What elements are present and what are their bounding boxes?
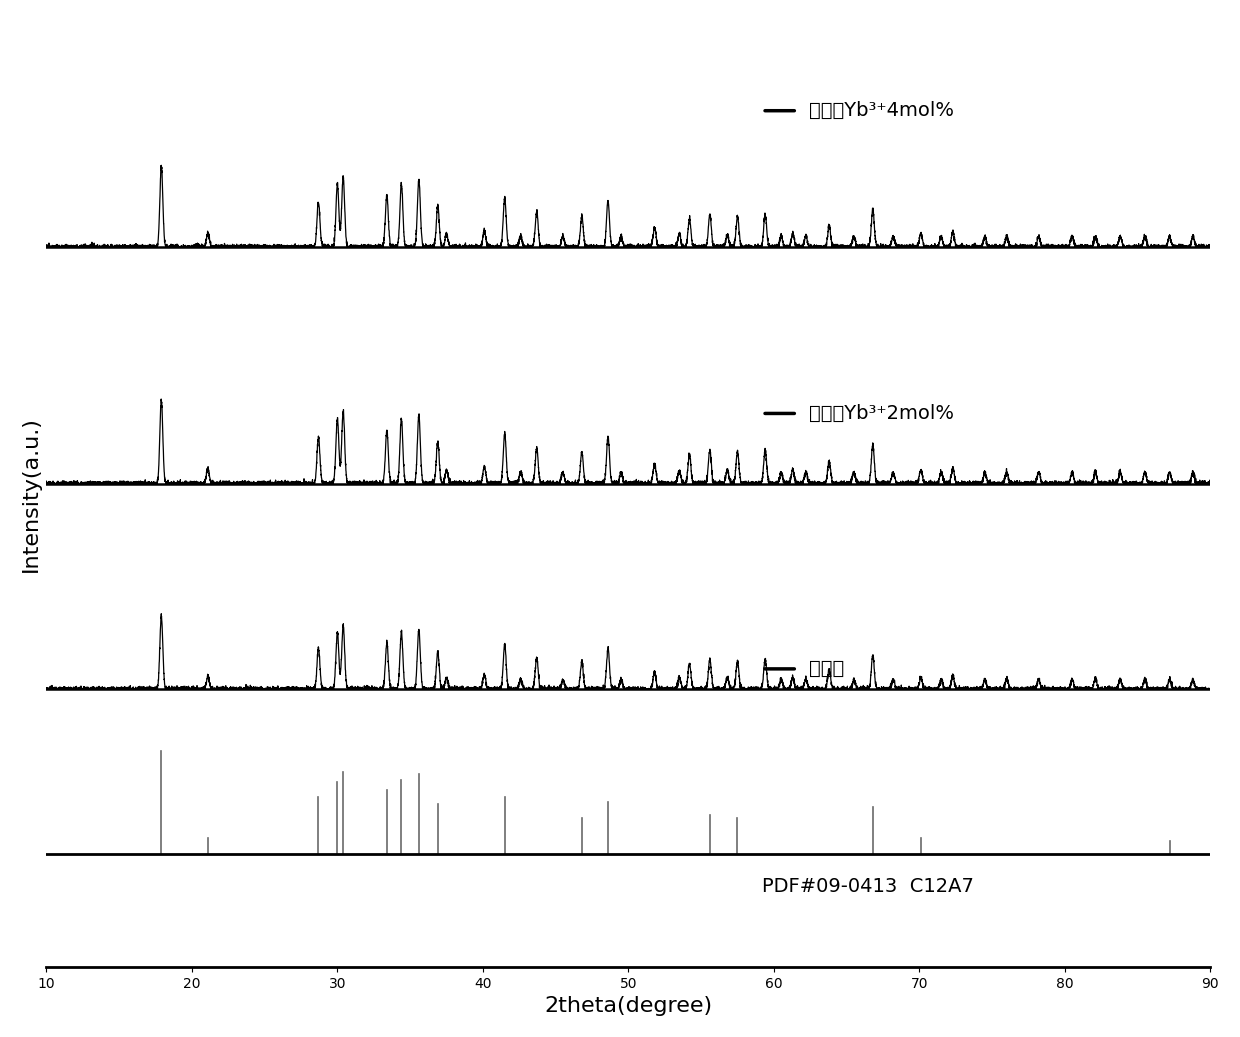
Text: 未包覆: 未包覆 (808, 660, 844, 678)
Text: 壳掛杂Yb³⁺4mol%: 壳掛杂Yb³⁺4mol% (808, 102, 954, 120)
X-axis label: 2theta(degree): 2theta(degree) (544, 997, 713, 1016)
Text: 壳掛杂Yb³⁺2mol%: 壳掛杂Yb³⁺2mol% (808, 404, 954, 423)
Y-axis label: Intensity(a.u.): Intensity(a.u.) (21, 416, 41, 571)
Text: PDF#09-0413  C12A7: PDF#09-0413 C12A7 (763, 877, 975, 896)
